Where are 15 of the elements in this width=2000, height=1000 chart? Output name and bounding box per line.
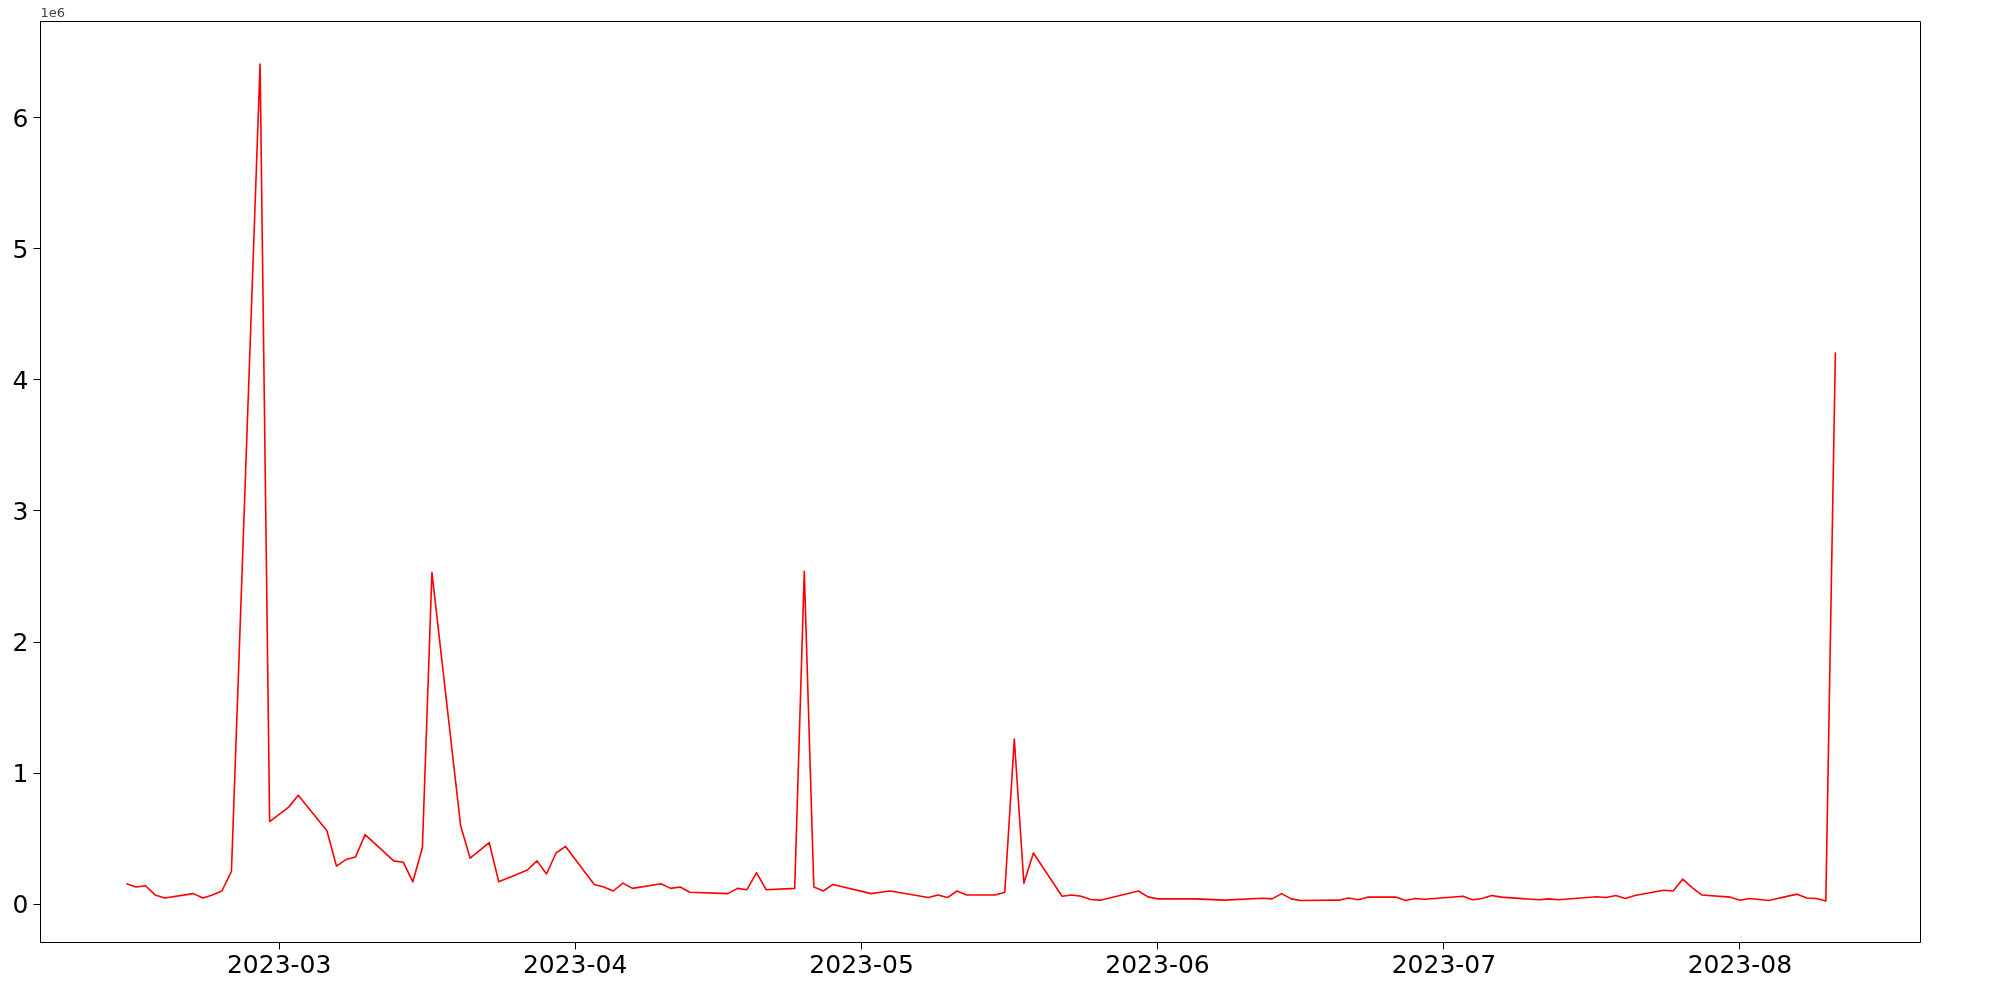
y-tick-label: 4 xyxy=(12,365,29,395)
x-tick-label: 2023-07 xyxy=(1391,949,1497,979)
y-tick-label: 2 xyxy=(12,628,29,658)
y-tick-label: 0 xyxy=(12,890,29,920)
line-series xyxy=(125,63,1837,902)
x-tick-label: 2023-03 xyxy=(226,949,332,979)
y-tick-label: 6 xyxy=(12,103,29,133)
y-tick-label: 3 xyxy=(12,496,29,526)
y-tick-label: 5 xyxy=(12,234,29,264)
text: 1e6 xyxy=(40,4,66,20)
x-tick-label: 2023-04 xyxy=(522,949,628,979)
x-tick-label: 2023-06 xyxy=(1105,949,1210,979)
x-tick-label: 2023-05 xyxy=(809,949,914,979)
x-tick-label: 2023-08 xyxy=(1687,949,1793,979)
y-tick-label: 1 xyxy=(12,759,29,789)
